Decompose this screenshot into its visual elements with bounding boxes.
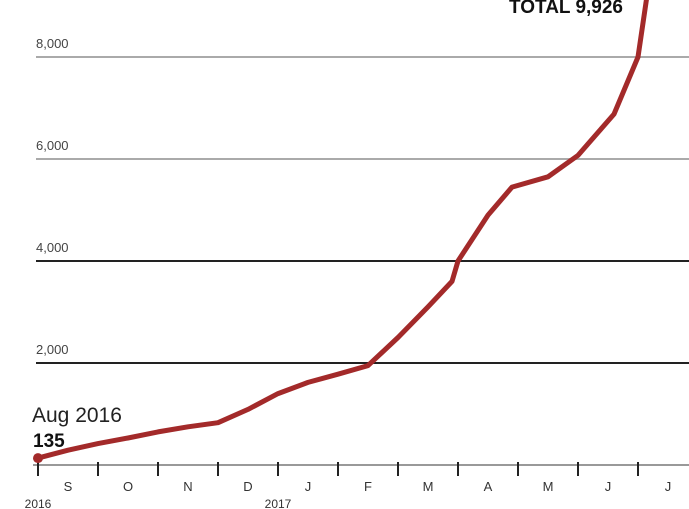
y-tick-label-8000: 8,000 [36,36,69,51]
month-label-3: D [243,479,252,494]
month-label-1: O [123,479,133,494]
month-label-6: M [423,479,434,494]
year-label-2017: 2017 [265,497,292,509]
start-value: 135 [33,431,65,452]
annotations: Aug 2016 135 TOTAL 9,926 [32,0,623,452]
y-tick-label-2000: 2,000 [36,342,69,357]
month-label-4: J [305,479,312,494]
gridlines [36,56,689,364]
year-label-2016: 2016 [25,497,52,509]
y-tick-label-4000: 4,000 [36,240,69,255]
month-label-5: F [364,479,372,494]
month-label-9: J [605,479,612,494]
start-label: Aug 2016 [32,404,122,427]
series-line [37,0,649,461]
month-label-2: N [183,479,192,494]
series-group [33,0,649,464]
y-axis-tick-labels: 2,000 4,000 6,000 8,000 [36,36,69,357]
x-axis: S O N D J F M A M J J 2016 2017 [25,462,689,509]
end-total-label: TOTAL 9,926 [509,0,623,18]
y-tick-label-6000: 6,000 [36,138,69,153]
month-label-7: A [484,479,493,494]
month-label-10: J [665,479,672,494]
start-point [33,453,43,464]
month-label-0: S [64,479,73,494]
month-label-8: M [543,479,554,494]
